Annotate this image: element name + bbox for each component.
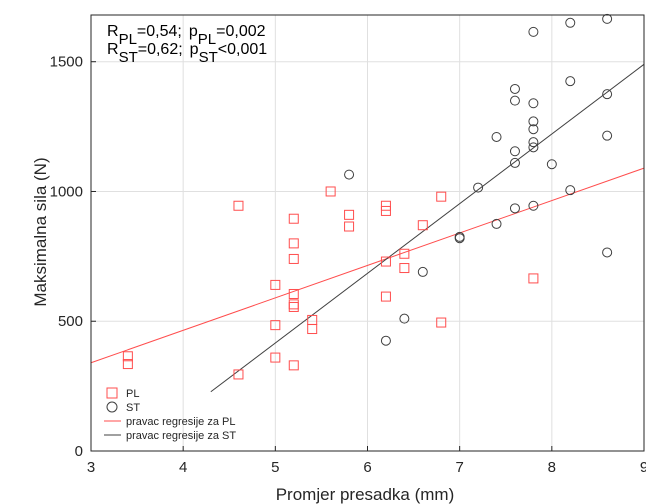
- point-st: [509, 83, 520, 94]
- point-st: [528, 98, 539, 109]
- stat-p-pl-base: p: [189, 23, 198, 40]
- point-pl: [528, 273, 539, 284]
- axis-ticks: [90, 61, 645, 452]
- data-points: [122, 13, 613, 380]
- stat-p-st-value: <0,001: [218, 41, 267, 58]
- point-pl: [344, 221, 355, 232]
- point-st: [528, 142, 539, 153]
- x-tick-label: 8: [548, 459, 556, 476]
- y-tick-label: 1500: [50, 54, 83, 71]
- point-pl: [288, 288, 299, 299]
- point-st: [528, 26, 539, 37]
- point-pl: [436, 191, 447, 202]
- x-tick-label: 7: [455, 459, 463, 476]
- point-st: [509, 157, 520, 168]
- point-st: [509, 95, 520, 106]
- x-tick-label: 9: [640, 459, 646, 476]
- point-st: [565, 185, 576, 196]
- point-pl: [233, 369, 244, 380]
- point-st: [491, 131, 502, 142]
- y-axis-label: Maksimalna sila (N): [31, 157, 50, 306]
- point-st: [602, 130, 613, 141]
- point-pl: [122, 359, 133, 370]
- y-tick-label: 1000: [50, 183, 83, 200]
- point-pl: [344, 209, 355, 220]
- legend-pl-regression-label: pravac regresije za PL: [126, 416, 235, 428]
- point-pl: [325, 186, 336, 197]
- stat-r-st-value: =0,62;: [138, 41, 183, 58]
- point-st: [473, 182, 484, 193]
- point-pl: [288, 360, 299, 371]
- stat-r-pl-sub: PL: [119, 31, 137, 48]
- x-tick-label: 3: [87, 459, 95, 476]
- point-pl: [436, 317, 447, 328]
- point-st: [417, 266, 428, 277]
- point-pl: [288, 213, 299, 224]
- point-st: [491, 218, 502, 229]
- point-st: [528, 116, 539, 127]
- point-st: [509, 146, 520, 157]
- stat-p-pl-sub: PL: [198, 31, 216, 48]
- point-pl: [399, 263, 410, 274]
- point-pl: [233, 200, 244, 211]
- point-st: [602, 89, 613, 100]
- stats-line-st: RST=0,62; pST<0,001: [107, 41, 267, 66]
- legend-st-marker: [106, 401, 118, 413]
- tick-labels: 3 4 5 6 7 8 9 0 500 1000 1500: [50, 54, 646, 476]
- stats-line-pl: RPL=0,54; pPL=0,002: [107, 23, 266, 48]
- legend-pl-marker: [106, 387, 118, 399]
- point-st: [565, 17, 576, 28]
- x-tick-label: 5: [271, 459, 279, 476]
- point-pl: [380, 205, 391, 216]
- x-tick-label: 6: [363, 459, 371, 476]
- point-pl: [288, 253, 299, 264]
- point-pl: [307, 324, 318, 335]
- x-tick-label: 4: [179, 459, 187, 476]
- point-st: [454, 233, 465, 244]
- point-st: [602, 247, 613, 258]
- point-pl: [288, 301, 299, 312]
- point-st: [528, 137, 539, 148]
- point-st: [546, 159, 557, 170]
- point-pl: [288, 238, 299, 249]
- stat-r-pl-base: R: [107, 23, 119, 40]
- stat-p-st-base: p: [190, 41, 199, 58]
- point-st: [528, 124, 539, 135]
- stat-p-st-sub: ST: [199, 49, 218, 66]
- point-pl: [270, 279, 281, 290]
- stat-p-pl-value: =0,002: [216, 23, 265, 40]
- point-st: [399, 313, 410, 324]
- point-st: [602, 13, 613, 24]
- stat-r-st-sub: ST: [119, 49, 138, 66]
- point-st: [509, 203, 520, 214]
- point-st: [565, 76, 576, 87]
- point-pl: [417, 220, 428, 231]
- point-pl: [270, 320, 281, 331]
- point-pl: [270, 352, 281, 363]
- x-axis-label: Promjer presadka (mm): [276, 485, 455, 504]
- regression-line-pl: [90, 167, 645, 364]
- y-tick-label: 0: [75, 443, 83, 460]
- point-pl: [380, 291, 391, 302]
- point-pl: [380, 200, 391, 211]
- point-st: [344, 169, 355, 180]
- point-st: [380, 335, 391, 346]
- y-tick-label: 500: [58, 313, 83, 330]
- stat-r-st-base: R: [107, 41, 119, 58]
- legend-st-regression-label: pravac regresije za ST: [126, 430, 236, 442]
- legend: PL ST pravac regresije za PL pravac regr…: [104, 387, 236, 442]
- point-pl: [399, 248, 410, 259]
- stat-r-pl-value: =0,54;: [137, 23, 182, 40]
- legend-pl-label: PL: [126, 388, 139, 400]
- point-st: [528, 200, 539, 211]
- point-pl: [380, 256, 391, 267]
- legend-st-label: ST: [126, 402, 140, 414]
- point-pl: [122, 351, 133, 362]
